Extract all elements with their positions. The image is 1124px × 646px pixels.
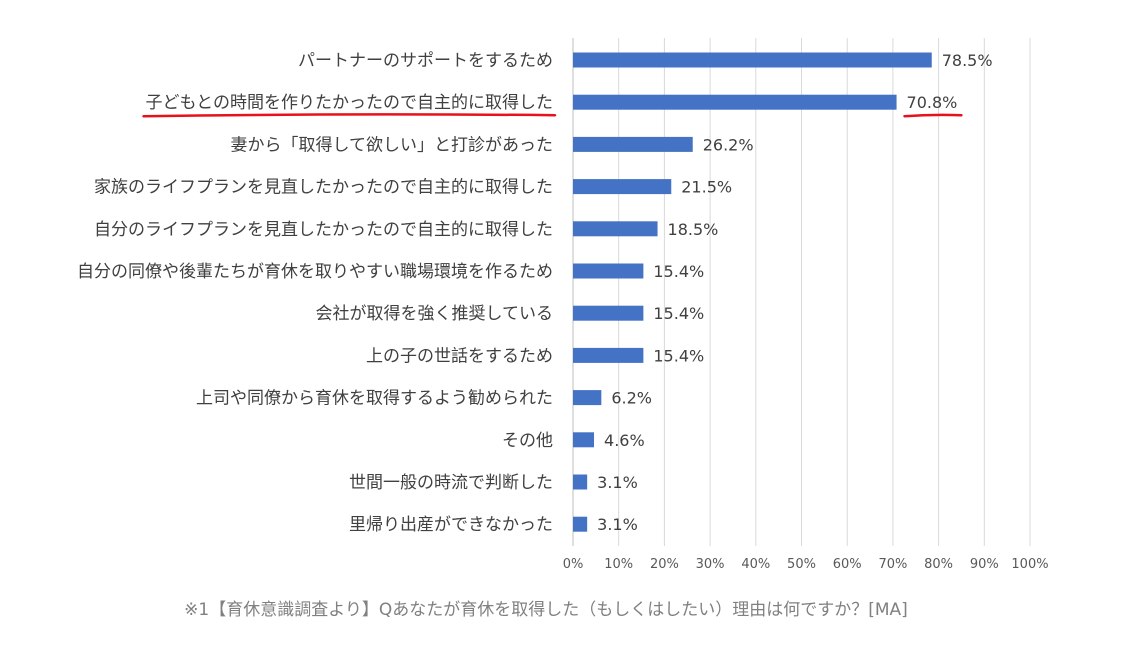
x-tick-label: 90% (970, 557, 999, 572)
bar (573, 94, 897, 110)
x-tick-label: 70% (878, 557, 907, 572)
category-label: 子どもとの時間を作りたかったので自主的に取得した (146, 93, 554, 113)
x-tick-label: 100% (1011, 557, 1048, 572)
value-label: 26.2% (703, 135, 754, 154)
bar (573, 516, 588, 532)
category-label: 自分のライフプランを見直したかったので自主的に取得した (94, 220, 553, 240)
bar (573, 390, 602, 406)
x-tick-label: 0% (563, 557, 584, 572)
x-tick-label: 30% (696, 557, 725, 572)
gridlines (572, 38, 1031, 546)
x-tick-label: 10% (604, 557, 633, 572)
footnote: ※1【育休意識調査より】Qあなたが育休を取得した（もしくはしたい）理由は何ですか… (184, 600, 908, 620)
x-tick-label: 40% (741, 557, 770, 572)
value-label: 4.6% (604, 431, 645, 450)
x-tick-label: 50% (787, 557, 816, 572)
value-label: 78.5% (942, 51, 993, 70)
value-label: 15.4% (653, 262, 704, 281)
category-label: 妻から「取得して欲しい」と打診があった (231, 135, 554, 155)
value-label: 21.5% (681, 178, 732, 197)
bar (573, 347, 644, 363)
bar (573, 305, 644, 321)
x-tick-label: 60% (833, 557, 862, 572)
value-labels: 78.5% 70.8% 26.2% 21.5% 18.5% 15.4% 15.4% 15.4%… (597, 51, 992, 534)
value-label: 15.4% (653, 304, 704, 323)
bar (573, 432, 595, 448)
bar (573, 136, 693, 152)
category-labels: パートナーのサポートをするため子どもとの時間を作りたかったので自主的に取得した妻… (77, 51, 553, 535)
bar (573, 179, 672, 195)
category-label: 自分の同僚や後輩たちが育休を取りやすい職場環境を作るため (77, 262, 553, 282)
x-axis-ticks: 0% 10% 20% 30% 40% 50% 60% 70% 80% 90% 100% (563, 557, 1049, 572)
value-label: 3.1% (597, 515, 638, 534)
value-label: 18.5% (668, 220, 719, 239)
highlight-underlines (142, 113, 963, 118)
highlight-underline (142, 113, 557, 118)
value-label: 15.4% (653, 346, 704, 365)
category-label: 里帰り出産ができなかった (349, 515, 553, 535)
category-label: パートナーのサポートをするため (298, 51, 553, 71)
category-label: 上の子の世話をするため (366, 346, 553, 366)
bar (573, 474, 588, 490)
bar (573, 221, 658, 237)
bar (573, 52, 932, 68)
x-tick-label: 20% (650, 557, 679, 572)
category-label: その他 (502, 431, 553, 451)
x-tick-label: 80% (924, 557, 953, 572)
category-label: 会社が取得を強く推奨している (316, 304, 554, 324)
category-label: 世間一般の時流で判断した (349, 473, 553, 493)
value-label: 6.2% (611, 389, 652, 408)
bar (573, 263, 644, 279)
category-label: 上司や同僚から育休を取得するよう勧められた (196, 389, 553, 409)
value-label: 70.8% (907, 93, 958, 112)
category-label: 家族のライフプランを見直したかったので自主的に取得した (94, 178, 553, 198)
bars (573, 52, 932, 532)
highlight-underline (903, 113, 963, 118)
value-label: 3.1% (597, 473, 638, 492)
